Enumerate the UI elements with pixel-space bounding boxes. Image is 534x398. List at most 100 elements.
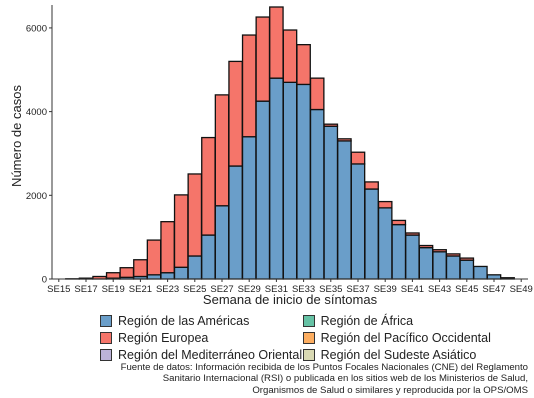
bar-americas-se24 bbox=[173, 266, 189, 280]
bar-europe-se21 bbox=[133, 259, 148, 278]
y-axis-title: Número de casos bbox=[9, 85, 24, 187]
bar-americas-se41 bbox=[405, 234, 420, 280]
legend-swatch bbox=[302, 331, 315, 344]
x-tick-label-se15: SE15 bbox=[47, 284, 70, 295]
bar-americas-se44 bbox=[445, 255, 461, 280]
legend-item: Región del Sudeste Asiático bbox=[302, 347, 530, 362]
y-tick-label-6000: 6000 bbox=[26, 23, 47, 34]
x-tick-label-se31: SE31 bbox=[265, 284, 288, 295]
bar-europe-se27 bbox=[214, 94, 230, 207]
x-tick-label-se35: SE35 bbox=[319, 284, 342, 295]
bar-europe-se25 bbox=[187, 173, 203, 257]
x-tick-label-se41: SE41 bbox=[401, 284, 424, 295]
legend-item: Región de África bbox=[302, 313, 530, 328]
bars bbox=[65, 6, 515, 280]
bar-americas-se37 bbox=[350, 163, 366, 280]
bar-americas-se35 bbox=[323, 125, 339, 280]
x-tick-label-se33: SE33 bbox=[292, 284, 315, 295]
x-tick-label-se45: SE45 bbox=[455, 284, 478, 295]
x-tick-label-se23: SE23 bbox=[156, 284, 179, 295]
bar-europe-se33 bbox=[296, 44, 311, 86]
source-note: Fuente de datos: Información recibida de… bbox=[58, 362, 528, 396]
bar-americas-se36 bbox=[337, 140, 352, 280]
bar-americas-se23 bbox=[160, 272, 175, 280]
bar-americas-se43 bbox=[432, 251, 447, 280]
bar-europe-se31 bbox=[269, 6, 284, 79]
bar-europe-se42 bbox=[418, 244, 434, 249]
x-tick-label-se47: SE47 bbox=[482, 284, 505, 295]
bar-americas-se27 bbox=[214, 205, 230, 280]
x-tick-label-se19: SE19 bbox=[102, 284, 125, 295]
legend-label: Región del Sudeste Asiático bbox=[320, 347, 477, 362]
bar-europe-se30 bbox=[255, 16, 271, 102]
x-tick-label-se29: SE29 bbox=[238, 284, 261, 295]
bar-europe-se22 bbox=[146, 239, 162, 276]
chart-plot: 0 2000 4000 6000 SE15 SE17 SE19 SE21 SE23 SE25 SE2… bbox=[9, 5, 533, 307]
axes bbox=[49, 5, 528, 282]
bar-europe-se20 bbox=[119, 267, 135, 278]
bar-europe-se40 bbox=[391, 219, 407, 226]
legend-label: Región de África bbox=[320, 313, 414, 328]
source-line-3: Organismos de Salud o similares y reprod… bbox=[252, 384, 528, 396]
bar-americas-se34 bbox=[309, 108, 325, 280]
bar-americas-se30 bbox=[255, 100, 271, 280]
bar-europe-se32 bbox=[282, 29, 298, 83]
legend-label: Región del Pacífico Occidental bbox=[320, 330, 491, 345]
legend-item: Región del Pacífico Occidental bbox=[302, 330, 530, 345]
bar-americas-se26 bbox=[201, 234, 216, 280]
legend: Región de las Américas Región de África Re… bbox=[100, 312, 530, 363]
bar-europe-se19 bbox=[105, 272, 121, 279]
legend-row: Región del Mediterráneo Oriental Región d… bbox=[100, 346, 530, 363]
legend-item: Región Europea bbox=[100, 331, 303, 345]
tick-labels: 0 2000 4000 6000 SE15 SE17 SE19 SE21 SE23 SE25 SE2… bbox=[26, 23, 533, 295]
source-line-1: Fuente de datos: Información recibida de… bbox=[120, 362, 528, 373]
x-tick-label-se39: SE39 bbox=[374, 284, 397, 295]
bar-americas-se40 bbox=[391, 223, 407, 280]
bar-europe-se26 bbox=[201, 136, 216, 236]
x-tick-label-se37: SE37 bbox=[346, 284, 369, 295]
x-tick-label-se17: SE17 bbox=[74, 284, 97, 295]
legend-row: Región Europea Región del Pacífico Occide… bbox=[100, 329, 530, 346]
bar-americas-se29 bbox=[241, 136, 257, 280]
bar-americas-se32 bbox=[282, 81, 298, 280]
bar-europe-se23 bbox=[160, 221, 175, 274]
bar-europe-se36 bbox=[337, 138, 352, 142]
bar-americas-se28 bbox=[228, 165, 243, 280]
legend-swatch bbox=[100, 348, 112, 361]
x-tick-label-se43: SE43 bbox=[428, 284, 451, 295]
bar-europe-se44 bbox=[445, 253, 461, 257]
bar-americas-se46 bbox=[473, 265, 488, 280]
bar-europe-se45 bbox=[459, 257, 475, 261]
x-tick-label-se25: SE25 bbox=[183, 284, 206, 295]
bar-americas-se25 bbox=[187, 255, 203, 280]
legend-item: Región del Mediterráneo Oriental bbox=[100, 348, 303, 362]
bar-europe-se34 bbox=[309, 77, 325, 111]
legend-swatch bbox=[302, 314, 315, 327]
bar-europe-se41 bbox=[405, 232, 420, 236]
bar-europe-se37 bbox=[350, 151, 366, 165]
x-tick-label-se27: SE27 bbox=[210, 284, 233, 295]
x-tick-label-se21: SE21 bbox=[129, 284, 152, 295]
bar-europe-se38 bbox=[364, 181, 379, 190]
y-tick-label-2000: 2000 bbox=[26, 191, 47, 202]
bar-europe-se24 bbox=[173, 194, 189, 268]
y-tick-label-0: 0 bbox=[42, 275, 47, 286]
bar-americas-se38 bbox=[364, 188, 379, 280]
x-tick-label-se49: SE49 bbox=[510, 284, 533, 295]
bar-americas-se39 bbox=[377, 207, 393, 280]
bar-europe-se28 bbox=[228, 60, 243, 167]
legend-swatch bbox=[100, 314, 112, 327]
legend-item: Región de las Américas bbox=[100, 314, 303, 328]
legend-label: Región del Mediterráneo Oriental bbox=[118, 347, 303, 362]
x-axis-title: Semana de inicio de síntomas bbox=[203, 292, 378, 307]
bar-europe-se39 bbox=[377, 200, 393, 209]
bar-americas-se33 bbox=[296, 83, 311, 280]
bar-americas-se42 bbox=[418, 246, 434, 280]
bar-europe-se35 bbox=[323, 123, 339, 127]
legend-label: Región de las Américas bbox=[118, 313, 250, 328]
bar-americas-se31 bbox=[269, 77, 284, 280]
bar-americas-se47 bbox=[486, 274, 502, 280]
legend-swatch bbox=[100, 331, 112, 344]
y-tick-label-4000: 4000 bbox=[26, 107, 47, 118]
bar-europe-se29 bbox=[241, 34, 257, 138]
